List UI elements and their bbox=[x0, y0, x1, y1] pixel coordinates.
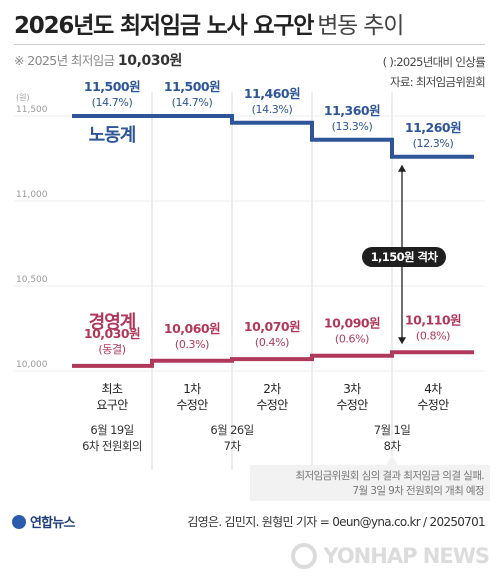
date-label: 6월 26일 bbox=[210, 423, 253, 437]
date-label: 7월 1일 bbox=[374, 423, 410, 437]
gap-badge bbox=[362, 247, 446, 267]
y-tick-label: 11,500 bbox=[16, 105, 48, 115]
labor-rate-label: (14.3%) bbox=[252, 103, 293, 116]
gap-arrow-head-down bbox=[398, 337, 406, 345]
source-note: 자료: 최저임금위원회 bbox=[389, 75, 486, 89]
category-label: 1차 bbox=[183, 382, 201, 396]
note-pointer bbox=[386, 456, 398, 465]
management-rate-label: (0.3%) bbox=[175, 338, 209, 351]
category-label: 최초 bbox=[102, 382, 123, 396]
gap-arrow-head-up bbox=[398, 164, 406, 172]
watermark: YONHAP NEWS bbox=[291, 543, 490, 569]
yonhap-logo-text: 연합뉴스 bbox=[30, 516, 75, 531]
management-rate-label: (0.6%) bbox=[335, 333, 369, 346]
gap-label: 1,150원 격차 bbox=[371, 250, 439, 264]
watermark-ring-icon bbox=[291, 543, 318, 569]
labor-rate-label: (13.3%) bbox=[332, 120, 373, 133]
category-label: 수정안 bbox=[176, 398, 208, 412]
series-name-management: 경영계 bbox=[89, 312, 136, 333]
title-main: 2026년도 최저임금 노사 요구안 bbox=[14, 13, 314, 39]
category-label: 4차 bbox=[424, 382, 442, 396]
category-label: 3차 bbox=[343, 382, 361, 396]
management-value-label: 10,030원 bbox=[84, 326, 140, 341]
labor-rate-label: (14.7%) bbox=[92, 96, 133, 109]
category-label: 수정안 bbox=[256, 398, 288, 412]
labor-value-label: 11,260원 bbox=[405, 120, 461, 135]
labor-value-label: 11,500원 bbox=[84, 79, 140, 94]
title-sub: 변동 추이 bbox=[317, 13, 404, 39]
y-unit-label: (원) bbox=[16, 93, 30, 102]
labor-value-label: 11,460원 bbox=[244, 86, 300, 101]
credit-line: 김영은. 김민지. 원형민 기자 = 0eun@yna.co.kr / 2025… bbox=[187, 515, 485, 529]
watermark-text: YONHAP NEWS bbox=[323, 544, 490, 568]
title-divider bbox=[14, 44, 485, 45]
category-label: 수정안 bbox=[417, 398, 449, 412]
management-value-label: 10,090원 bbox=[324, 316, 380, 331]
y-tick-label: 10,000 bbox=[16, 360, 48, 370]
yonhap-logo: 연합뉴스 bbox=[12, 512, 75, 531]
meeting-label: 7차 bbox=[224, 439, 242, 453]
management-rate-label: (동결) bbox=[98, 343, 125, 356]
management-value-label: 10,060원 bbox=[164, 321, 220, 336]
baseline-value: 10,030원 bbox=[117, 53, 183, 69]
note-box bbox=[250, 465, 490, 501]
y-tick-label: 10,500 bbox=[16, 275, 48, 285]
series-line-labor bbox=[72, 114, 474, 159]
meeting-label: 8차 bbox=[384, 439, 402, 453]
note-line: 7월 3일 9차 전원회의 개최 예정 bbox=[352, 484, 484, 497]
rate-note: ( ):2025년대비 인상률 bbox=[382, 55, 486, 69]
management-value-label: 10,110원 bbox=[405, 312, 461, 327]
management-value-label: 10,070원 bbox=[244, 319, 300, 334]
category-label: 요구안 bbox=[96, 398, 128, 412]
yonhap-logo-icon bbox=[12, 514, 26, 529]
labor-value-label: 11,360원 bbox=[324, 103, 380, 118]
series-name-labor: 노동계 bbox=[89, 125, 136, 146]
page-title: 2026년도 최저임금 노사 요구안 변동 추이 bbox=[14, 6, 404, 40]
labor-rate-label: (12.3%) bbox=[413, 137, 454, 150]
category-label: 2차 bbox=[263, 382, 281, 396]
management-rate-label: (0.8%) bbox=[416, 329, 450, 342]
management-rate-label: (0.4%) bbox=[255, 336, 289, 349]
series-line-management bbox=[72, 350, 474, 368]
baseline-prefix: ※ 2025년 최저임금 bbox=[14, 53, 115, 68]
y-tick-label: 11,000 bbox=[16, 190, 48, 200]
date-label: 6월 19일 bbox=[90, 423, 133, 437]
labor-rate-label: (14.7%) bbox=[172, 96, 213, 109]
note-line: 최저임금위원회 심의 결과 최저임금 의결 실패. bbox=[295, 469, 484, 482]
category-label: 수정안 bbox=[336, 398, 368, 412]
baseline-note: ※ 2025년 최저임금 10,030원 bbox=[14, 50, 182, 70]
meeting-label: 6차 전원회의 bbox=[82, 439, 142, 453]
labor-value-label: 11,500원 bbox=[164, 79, 220, 94]
